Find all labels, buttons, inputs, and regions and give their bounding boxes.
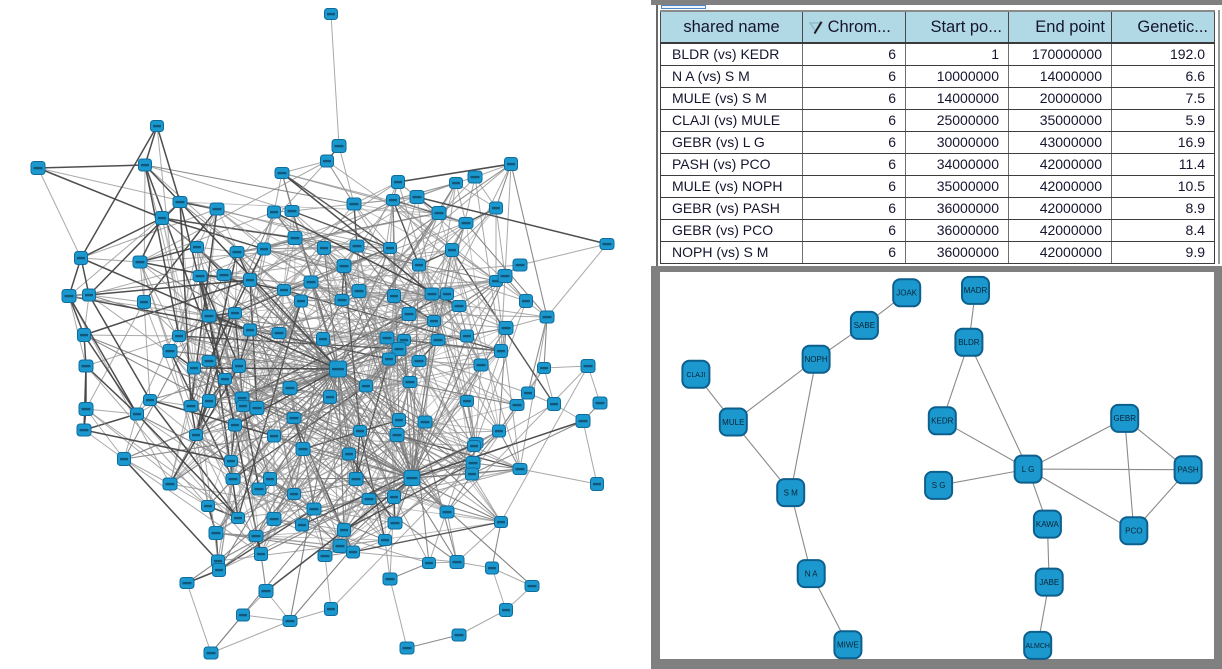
svg-text:KEDR: KEDR (931, 417, 953, 426)
svg-text:GEBR: GEBR (1113, 414, 1136, 423)
svg-text:N A: N A (805, 569, 819, 578)
svg-text:CLAJI: CLAJI (686, 372, 705, 379)
svg-text:MADR: MADR (964, 286, 988, 295)
svg-text:JOAK: JOAK (896, 289, 918, 298)
svg-text:S M: S M (784, 488, 799, 497)
svg-text:BLDR: BLDR (958, 338, 980, 347)
svg-text:KAWA: KAWA (1036, 520, 1060, 529)
svg-text:MIWE: MIWE (837, 641, 859, 650)
svg-text:PCO: PCO (1125, 527, 1142, 536)
svg-text:NOPH: NOPH (805, 355, 828, 364)
svg-text:S G: S G (932, 481, 946, 490)
svg-text:MULE: MULE (722, 418, 744, 427)
svg-text:ALMCH: ALMCH (1025, 643, 1050, 650)
svg-text:SABE: SABE (854, 321, 875, 330)
svg-text:JABE: JABE (1039, 578, 1059, 587)
svg-text:L G: L G (1022, 465, 1035, 474)
svg-text:PASH: PASH (1177, 466, 1198, 475)
